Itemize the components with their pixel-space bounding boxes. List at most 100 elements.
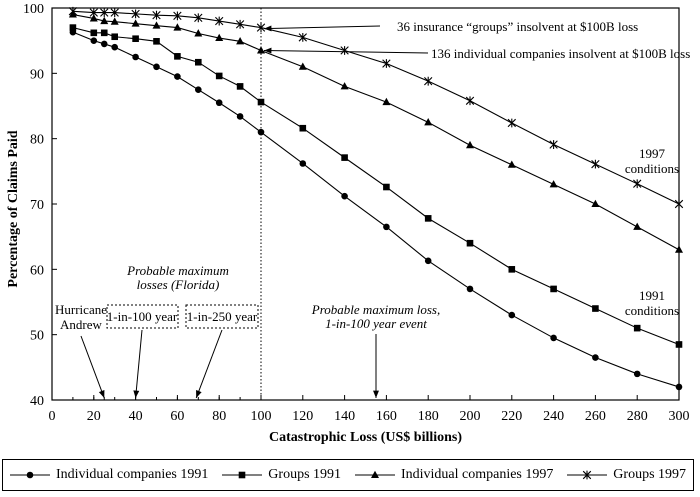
series-line: [72, 31, 680, 388]
annotation-pml-florida: Probable maximum: [126, 263, 229, 278]
annotation-pml-event: Probable maximum loss,: [311, 302, 440, 317]
legend-swatch: [567, 470, 608, 480]
data-point: [507, 160, 516, 168]
arrow-1-in-100: [133, 329, 143, 399]
legend-swatch: [354, 470, 395, 478]
data-point: [674, 199, 684, 209]
data-point: [152, 10, 161, 20]
arrow-hurricane-andrew: [80, 335, 105, 399]
data-point: [235, 19, 245, 29]
data-point: [215, 72, 223, 80]
annotation-arrow-companies: [263, 47, 429, 54]
data-point: [549, 180, 558, 188]
annotation-pml-event: 1-in-100 year event: [325, 316, 427, 331]
data-point: [100, 40, 108, 48]
annotation-hurricane-andrew: Hurricane: [55, 302, 107, 317]
data-point: [111, 43, 118, 51]
legend-item: Individual companies 1997: [354, 467, 554, 483]
series-circle: [69, 28, 683, 391]
data-point: [549, 140, 558, 149]
x-axis-title: Catastrophic Loss (US$ billions): [269, 430, 462, 445]
data-point: [424, 215, 432, 222]
legend-marker: [238, 471, 246, 479]
data-point: [257, 46, 265, 54]
x-tick-label: 220: [501, 409, 522, 424]
data-point: [341, 154, 348, 161]
annotation-hurricane-andrew: Andrew: [60, 317, 102, 332]
y-tick-label: 40: [30, 394, 44, 409]
data-point: [173, 11, 182, 21]
data-point: [675, 383, 683, 391]
x-tick-label: 20: [87, 409, 101, 424]
legend-label: Individual companies 1991: [55, 467, 209, 482]
data-point: [131, 19, 140, 27]
data-point: [466, 239, 474, 247]
box-1-in-100: [106, 304, 179, 329]
data-point: [633, 324, 641, 332]
x-tick-label: 40: [129, 409, 143, 424]
data-point: [110, 17, 119, 25]
x-tick-label: 280: [627, 409, 648, 424]
y-tick-label: 100: [23, 2, 44, 17]
data-point: [100, 8, 109, 17]
y-tick-label: 90: [30, 67, 44, 82]
data-point: [236, 37, 245, 45]
legend-item: Groups 1991: [222, 467, 341, 483]
legend-item: Groups 1997: [567, 467, 686, 483]
data-point: [215, 33, 224, 42]
legend-marker: [583, 470, 592, 480]
data-point: [298, 62, 307, 70]
data-point: [111, 33, 118, 41]
data-point: [550, 285, 557, 293]
data-point: [466, 140, 474, 149]
data-point: [132, 53, 139, 61]
data-point: [466, 285, 474, 293]
box-1-in-250: [185, 304, 259, 329]
annotation-pml-florida: losses (Florida): [137, 277, 220, 292]
y-tick-label: 80: [30, 133, 44, 148]
data-point: [508, 311, 516, 319]
data-point: [153, 63, 160, 71]
legend-item: Individual companies 1991: [9, 467, 209, 483]
data-point: [675, 341, 683, 348]
data-point: [383, 223, 390, 231]
data-point: [465, 96, 475, 106]
x-tick-label: 100: [251, 409, 272, 424]
data-point: [100, 29, 108, 37]
data-point: [633, 222, 642, 230]
data-point: [299, 160, 307, 167]
data-point: [507, 118, 516, 128]
legend-swatch: [9, 471, 50, 479]
data-point: [152, 21, 161, 29]
data-point: [215, 99, 223, 107]
data-point: [89, 14, 98, 22]
data-point: [382, 97, 391, 106]
data-point: [256, 23, 266, 32]
data-point: [236, 83, 244, 90]
series-triangle: [68, 10, 683, 253]
y-tick-label: 60: [30, 263, 44, 278]
data-point: [591, 159, 600, 169]
data-point: [424, 76, 433, 86]
legend-label: Groups 1997: [613, 467, 687, 482]
x-tick-label: 160: [376, 409, 397, 424]
annotation-groups-insolvent: 36 insurance “groups” insolvent at $100B…: [397, 19, 638, 34]
data-point: [100, 16, 109, 25]
legend-label: Groups 1991: [268, 467, 342, 482]
data-point: [508, 266, 516, 273]
annotation-1997-conditions: conditions: [625, 161, 679, 176]
data-point: [383, 183, 390, 191]
annotation-1991-conditions: 1991: [639, 288, 665, 303]
data-point: [195, 86, 202, 93]
annotation-1-in-250-year: 1-in-250 year: [187, 309, 258, 324]
data-point: [174, 53, 181, 60]
legend-label: Individual companies 1997: [400, 467, 554, 482]
data-point: [633, 179, 642, 189]
data-point: [174, 73, 181, 80]
y-axis-title: Percentage of Claims Paid: [6, 130, 21, 287]
x-tick-label: 260: [585, 409, 606, 424]
x-tick-label: 180: [418, 409, 439, 424]
legend-swatch: [222, 471, 263, 479]
annotation-companies-insolvent: 136 individual companies insolvent at $1…: [431, 46, 690, 61]
